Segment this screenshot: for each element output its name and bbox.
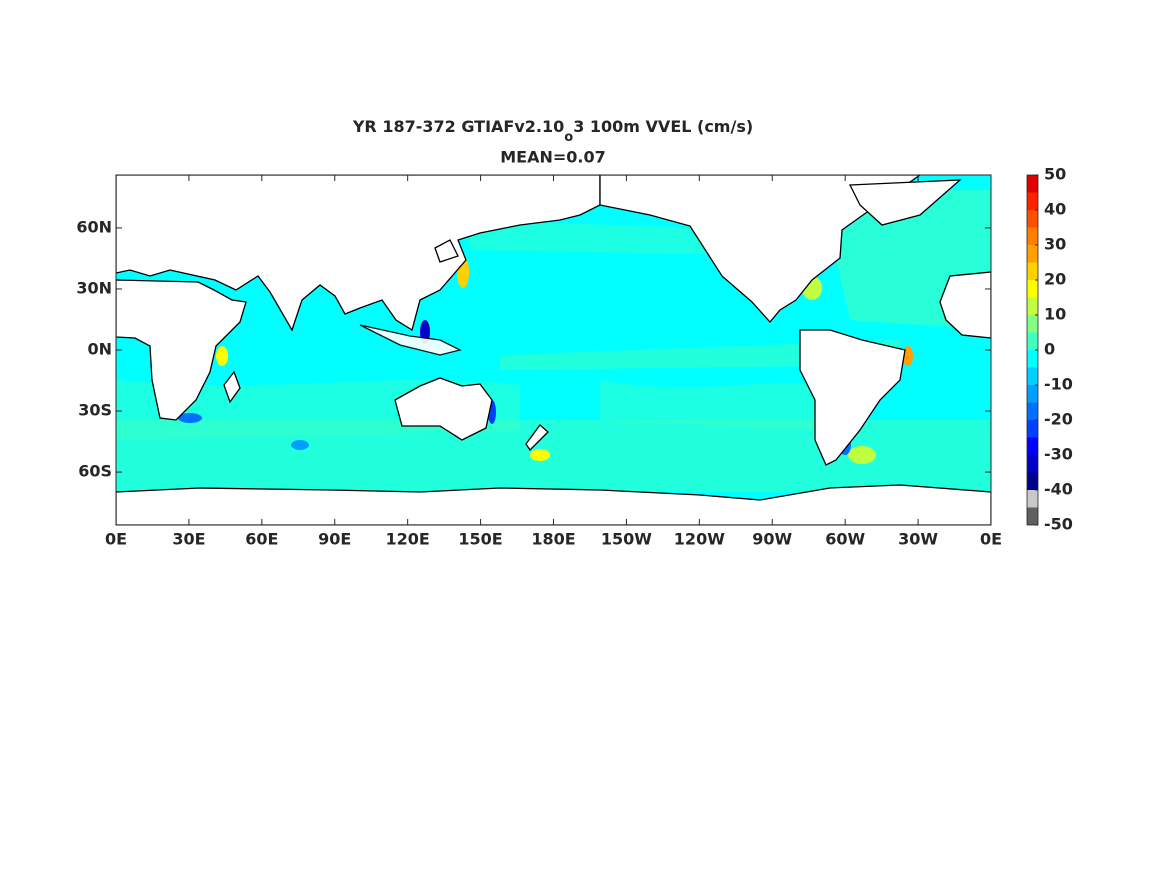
colorbar-tick-label: 40 <box>1044 200 1066 219</box>
colorbar-tick-label: -10 <box>1044 375 1073 394</box>
colorbar-segment <box>1027 385 1038 403</box>
colorbar-tick-label: -20 <box>1044 410 1073 429</box>
y-tick-label: 60N <box>76 217 112 236</box>
colorbar-segment <box>1027 262 1038 280</box>
colorbar-segment <box>1027 192 1038 210</box>
colorbar-tick-label: 30 <box>1044 235 1066 254</box>
colorbar-segment <box>1027 350 1038 368</box>
colorbar-tick-label: 0 <box>1044 340 1055 359</box>
map-field <box>116 175 991 525</box>
x-tick-label: 30E <box>172 530 205 549</box>
colorbar-segment <box>1027 280 1038 298</box>
y-tick-label: 30S <box>78 401 112 420</box>
colorbar-segment <box>1027 297 1038 315</box>
x-tick-label: 60W <box>825 530 865 549</box>
title: YR 187-372 GTIAFv2.10o3 100m VVEL (cm/s) <box>352 117 753 145</box>
colorbar-segment <box>1027 455 1038 473</box>
x-tick-label: 120E <box>386 530 430 549</box>
title-subscript: o <box>564 130 573 145</box>
x-tick-label: 90E <box>318 530 351 549</box>
colorbar-segment <box>1027 175 1038 193</box>
colorbar-segment <box>1027 490 1038 508</box>
x-tick-label: 60E <box>245 530 278 549</box>
colorbar-segment <box>1027 472 1038 490</box>
colorbar-segment <box>1027 367 1038 385</box>
x-tick-label: 150W <box>601 530 652 549</box>
x-tick-label: 120W <box>674 530 725 549</box>
colorbar-tick-label: 20 <box>1044 270 1066 289</box>
colorbar-tick-label: -50 <box>1044 515 1073 534</box>
colorbar-segment <box>1027 245 1038 263</box>
colorbar-segment <box>1027 210 1038 228</box>
x-tick-label: 0E <box>980 530 1002 549</box>
title-rest: 3 100m VVEL (cm/s) <box>573 117 753 136</box>
colorbar-tick-label: -30 <box>1044 445 1073 464</box>
colorbar-segment <box>1027 437 1038 455</box>
y-tick-label: 60S <box>78 462 112 481</box>
colorbar-segment <box>1027 420 1038 438</box>
x-tick-label: 180E <box>531 530 575 549</box>
y-tick-label: 0N <box>87 340 112 359</box>
colorbar-segment <box>1027 507 1038 525</box>
x-tick-label: 0E <box>105 530 127 549</box>
colorbar-tick-label: 50 <box>1044 165 1066 184</box>
colorbar-segment <box>1027 332 1038 350</box>
subtitle: MEAN=0.07 <box>500 148 606 167</box>
colorbar-tick-label: -40 <box>1044 480 1073 499</box>
title-main: YR 187-372 GTIAFv2.10 <box>352 117 564 136</box>
colorbar-segment <box>1027 402 1038 420</box>
colorbar-segment <box>1027 227 1038 245</box>
x-tick-label: 30W <box>898 530 938 549</box>
x-tick-label: 150E <box>458 530 502 549</box>
x-tick-label: 90W <box>752 530 792 549</box>
colorbar-tick-label: 10 <box>1044 305 1066 324</box>
colorbar-segment <box>1027 315 1038 333</box>
y-tick-label: 30N <box>76 278 112 297</box>
